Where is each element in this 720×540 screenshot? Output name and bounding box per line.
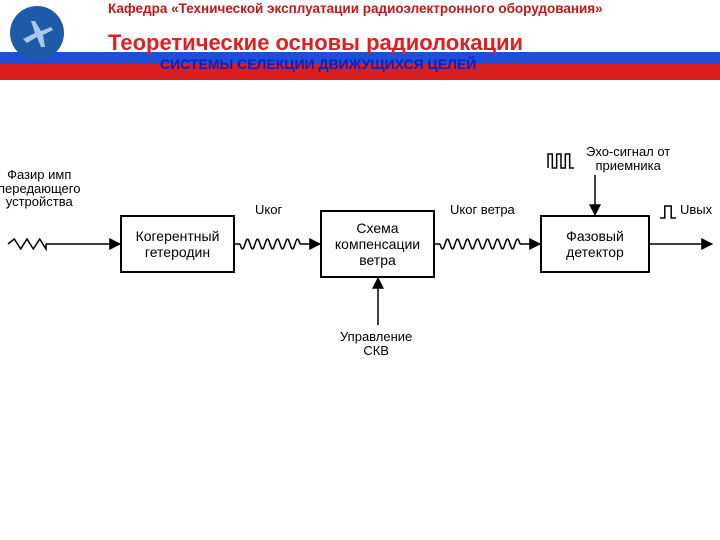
label-l_out: Uвых xyxy=(680,203,712,217)
label-l_uvet: Uког ветра xyxy=(450,203,515,217)
main-title: Теоретические основы радиолокации xyxy=(108,30,523,56)
node-het: Когерентныйгетеродин xyxy=(120,215,235,273)
department-label: Кафедра «Технической эксплуатации радиоэ… xyxy=(108,2,628,17)
output-pulse-glyph xyxy=(660,206,676,218)
edge-sine-e_sin2 xyxy=(440,239,520,249)
block-diagram: Когерентныйгетеродин Схемакомпенсацииветр… xyxy=(0,120,720,420)
label-l_in: Фазир имп передающего устройства xyxy=(0,168,80,209)
airplane-icon xyxy=(17,13,57,53)
label-l_ctrl: Управление СКВ xyxy=(340,330,412,357)
label-l_echo: Эхо-сигнал от приемника xyxy=(586,145,670,172)
input-spring xyxy=(8,239,46,249)
label-l_ukog: Uког xyxy=(255,203,282,217)
subtitle: СИСТЕМЫ СЕЛЕКЦИИ ДВИЖУЩИХСЯ ЦЕЛЕЙ xyxy=(160,56,476,72)
slide-header: Кафедра «Технической эксплуатации радиоэ… xyxy=(0,0,720,80)
node-det: Фазовыйдетектор xyxy=(540,215,650,273)
edge-sine-e_sin1 xyxy=(240,239,300,249)
node-skv: Схемакомпенсацииветра xyxy=(320,210,435,278)
logo-circle xyxy=(10,6,64,60)
echo-pulse-glyph xyxy=(548,154,574,168)
